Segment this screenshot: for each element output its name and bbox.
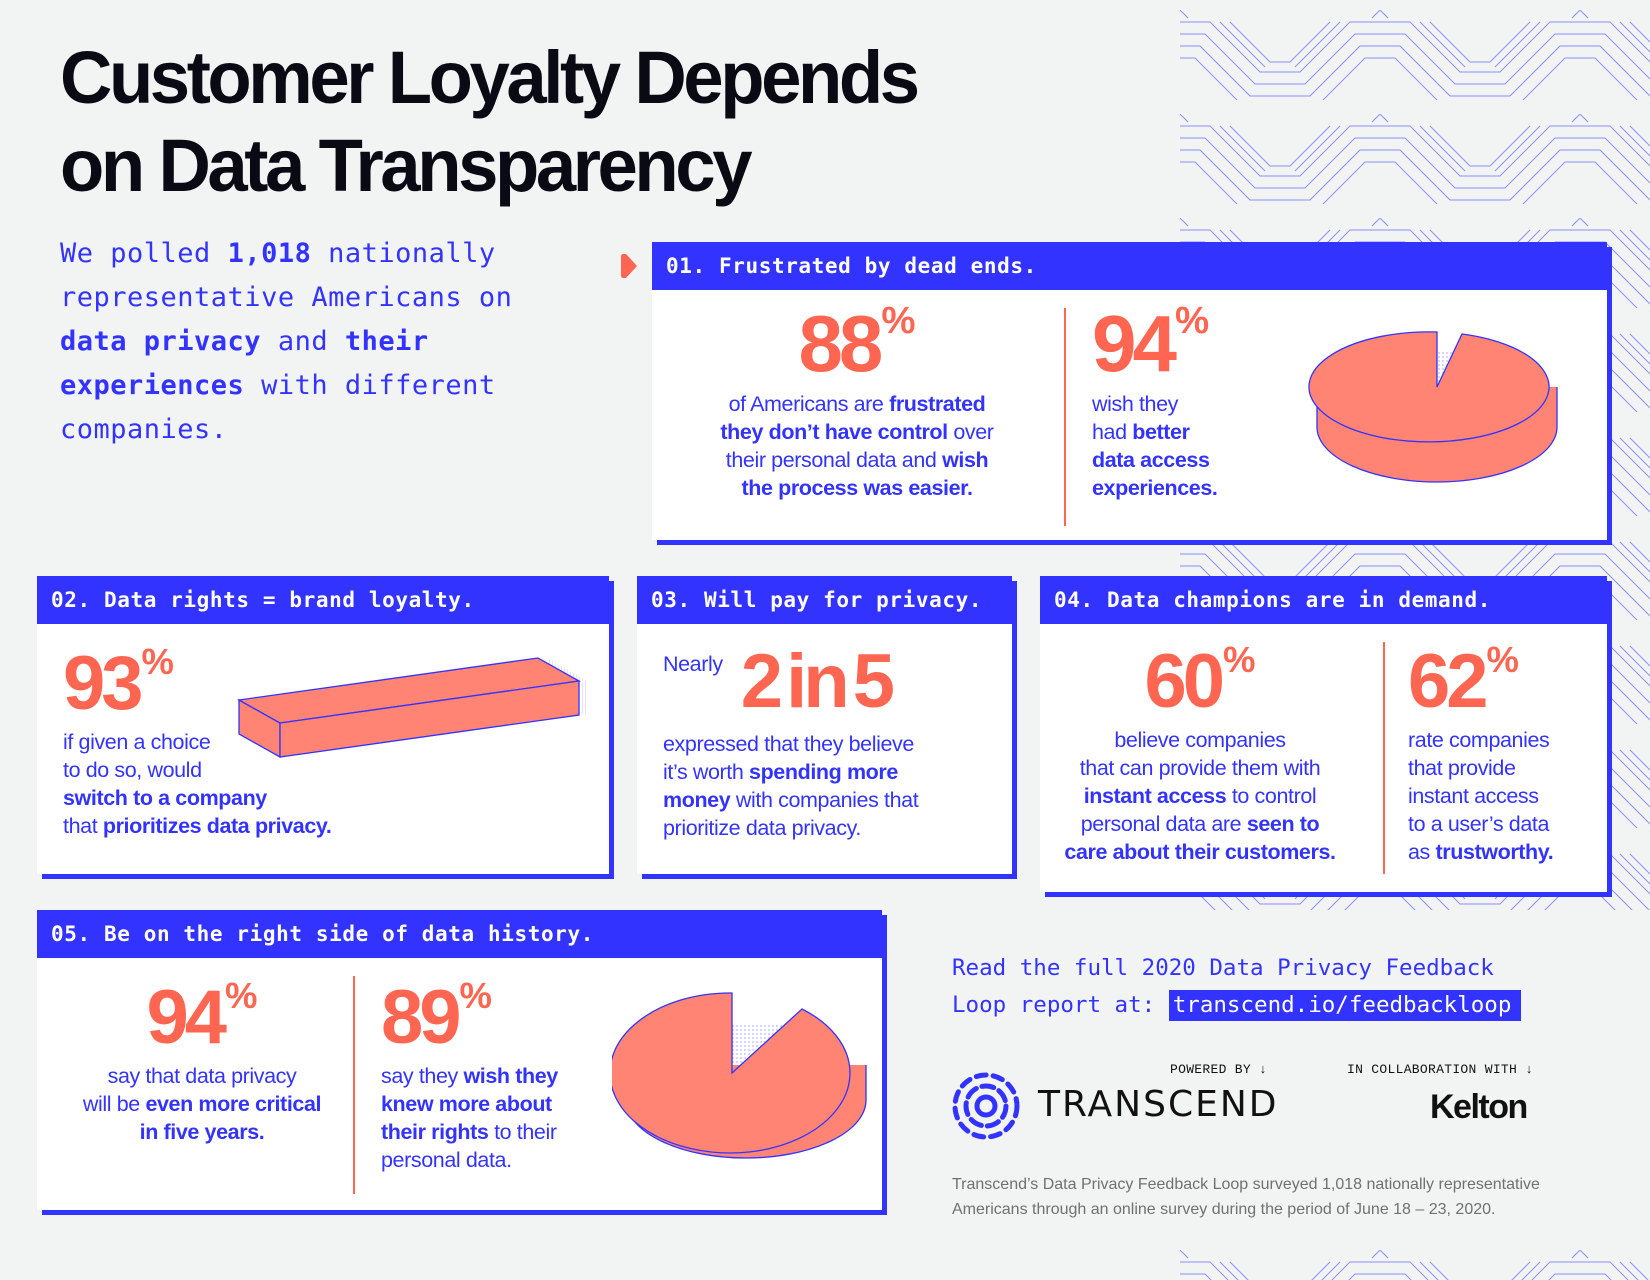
intro-paragraph: We polled 1,018 nationally representativ… [60,238,513,445]
stat-89: 89% say they wish they knew more about t… [381,975,558,1172]
title-line-1: Customer Loyalty Depends [60,36,920,119]
pie-chart-icon [612,992,867,1159]
arrow-right-icon [621,254,637,278]
stat-60: 60% believe companies that can provide t… [1064,639,1336,864]
stat-88: 88% of Americans are frustrated they don… [720,299,994,500]
bar-3d-icon [237,657,587,759]
section-04-header: 04. Data champions are in demand. [1040,576,1607,624]
section-01-divider [1064,308,1066,526]
report-link[interactable]: transcend.io/feedbackloop [1168,990,1522,1021]
powered-by-label: POWERED BY ↓ [1170,1062,1268,1077]
section-04-card: 04. Data champions are in demand. 60% be… [1040,576,1607,892]
pie-chart-icon [1308,331,1558,483]
report-cta: Read the full 2020 Data Privacy Feedback… [952,950,1522,1024]
section-03-header: 03. Will pay for privacy. [637,576,1012,624]
section-02-header: 02. Data rights = brand loyalty. [37,576,609,624]
section-02-card: 02. Data rights = brand loyalty. 93% if … [37,576,609,874]
survey-footnote: Transcend’s Data Privacy Feedback Loop s… [952,1176,1540,1218]
section-01-header: 01. Frustrated by dead ends. [652,242,1607,290]
section-05-divider [353,976,355,1194]
stat-94-critical: 94% say that data privacy will be even m… [82,975,322,1144]
page-title: Customer Loyalty Depends on Data Transpa… [60,34,920,210]
transcend-brand: TRANSCEND [1038,1084,1279,1125]
section-05-card: 05. Be on the right side of data history… [37,910,882,1210]
section-04-divider [1383,642,1385,874]
respondent-count: 1,018 [227,238,312,269]
stat-93: 93% if given a choice to do so, would sw… [63,641,332,838]
section-05-header: 05. Be on the right side of data history… [37,910,882,958]
background-pattern-bottom [1180,1250,1650,1280]
collaboration-label: IN COLLABORATION WITH ↓ [1347,1062,1534,1077]
title-line-2: on Data Transparency [60,124,753,207]
section-03-card: 03. Will pay for privacy. Nearly 2 in 5 … [637,576,1012,874]
stat-62: 62% rate companies that provide instant … [1408,639,1554,864]
section-01-card: 01. Frustrated by dead ends. 88% of Amer… [652,242,1607,540]
transcend-logo-icon [952,1072,1020,1140]
stat-2-in-5: Nearly 2 in 5 expressed that they believ… [663,639,919,841]
stat-94-access: 94% wish they had better data access exp… [1092,299,1218,500]
kelton-brand: Kelton [1430,1088,1528,1126]
